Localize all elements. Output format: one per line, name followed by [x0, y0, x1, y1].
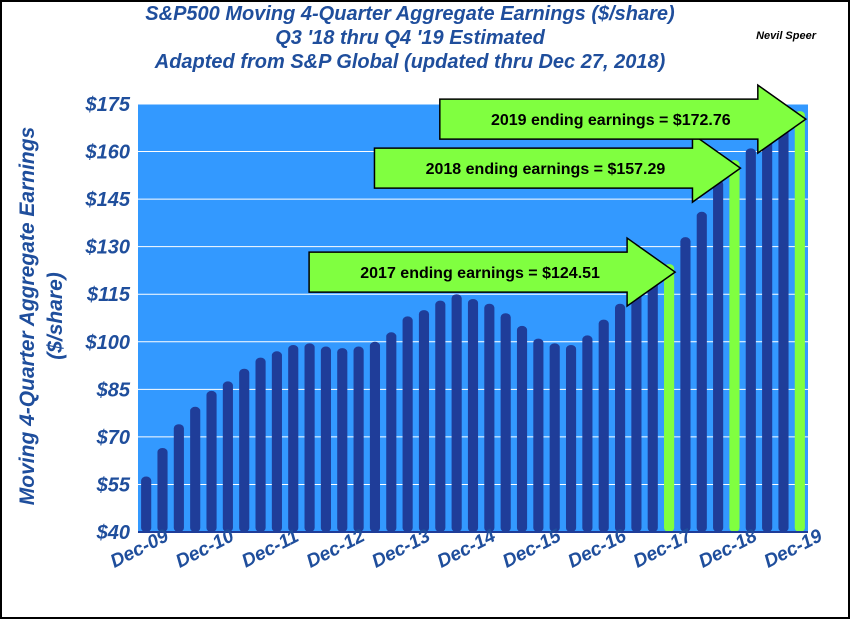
bar: [500, 313, 511, 532]
y-tick-label: $160: [85, 142, 131, 164]
bar: [435, 300, 446, 532]
annotation-arrow: [373, 132, 742, 204]
bar: [271, 351, 282, 532]
y-tick-label: $175: [85, 94, 131, 116]
bar: [157, 447, 168, 532]
bar: [533, 338, 544, 532]
bar: [778, 124, 789, 532]
y-tick-label: $70: [96, 427, 130, 449]
y-tick-label: $85: [96, 379, 131, 401]
y-tick-label: $100: [85, 332, 131, 354]
bar: [190, 406, 201, 532]
bar: [288, 344, 299, 532]
bar: [239, 368, 250, 532]
bar: [565, 344, 577, 532]
bar: [680, 237, 691, 532]
bar: [762, 135, 773, 532]
bar: [713, 180, 724, 533]
bar: [598, 319, 609, 532]
annotation-arrow: [308, 236, 677, 308]
bar: [402, 316, 413, 532]
bar: [222, 381, 233, 532]
bar: [353, 346, 364, 532]
annotation-label: 2018 ending earnings = $157.29: [426, 161, 666, 178]
chart-subtitle: Q3 '18 thru Q4 '19 Estimated: [275, 27, 545, 49]
bar: [320, 346, 331, 532]
y-tick-label: $115: [86, 284, 131, 306]
bar: [255, 357, 266, 532]
bar: [484, 303, 495, 532]
annotation-label: 2019 ending earnings = $172.76: [491, 112, 731, 129]
annotation-label: 2017 ending earnings = $124.51: [360, 265, 600, 282]
bar: [451, 294, 462, 532]
bar: [386, 332, 397, 532]
chart-title-block: S&P500 Moving 4-Quarter Aggregate Earnin…: [100, 2, 720, 74]
bar: [664, 264, 675, 532]
y-tick-label: $130: [85, 237, 131, 259]
y-tick-label: $40: [96, 522, 130, 544]
y-axis-title-line: Moving 4-Quarter Aggregate Earnings: [16, 127, 39, 505]
bar: [337, 348, 348, 532]
chart-title: S&P500 Moving 4-Quarter Aggregate Earnin…: [145, 3, 675, 25]
bar: [582, 335, 593, 532]
bar: [304, 343, 315, 532]
bar: [794, 111, 805, 533]
bar: [141, 476, 152, 532]
bar: [729, 160, 740, 532]
bar: [173, 424, 184, 532]
bar: [369, 341, 381, 532]
bar: [206, 390, 217, 532]
bar: [549, 343, 560, 532]
author-credit: Nevil Speer: [756, 30, 816, 42]
bar: [696, 211, 707, 532]
y-axis-title-line: ($/share): [44, 272, 67, 360]
y-tick-label: $145: [85, 189, 131, 211]
y-tick-label: $55: [96, 474, 131, 496]
bar: [418, 310, 430, 532]
bar: [516, 325, 528, 532]
bar: [615, 303, 626, 532]
chart-source-note: Adapted from S&P Global (updated thru De…: [154, 51, 666, 73]
annotation-arrow: [439, 83, 808, 155]
bar: [631, 287, 642, 532]
bar: [467, 298, 479, 532]
bar: [745, 148, 756, 532]
bar: [647, 279, 658, 532]
